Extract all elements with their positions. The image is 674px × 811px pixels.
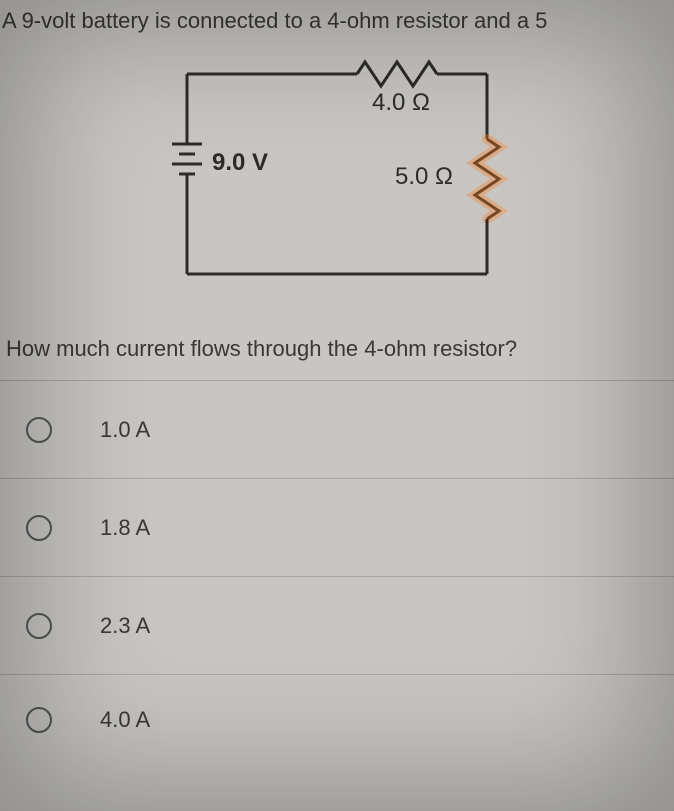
option-row[interactable]: 1.8 A xyxy=(0,478,674,576)
r2-label: 5.0 Ω xyxy=(395,163,453,190)
option-row[interactable]: 4.0 A xyxy=(0,674,674,764)
r1-label: 4.0 Ω xyxy=(372,89,430,116)
circuit-diagram: 4.0 Ω 5.0 Ω 9.0 V xyxy=(0,34,674,314)
radio-icon[interactable] xyxy=(26,417,52,443)
voltage-label: 9.0 V xyxy=(212,149,268,176)
option-label: 2.3 A xyxy=(100,613,150,639)
option-label: 4.0 A xyxy=(100,707,150,733)
radio-icon[interactable] xyxy=(26,613,52,639)
option-label: 1.0 A xyxy=(100,417,150,443)
option-row[interactable]: 2.3 A xyxy=(0,576,674,674)
option-label: 1.8 A xyxy=(100,515,150,541)
option-row[interactable]: 1.0 A xyxy=(0,380,674,478)
radio-icon[interactable] xyxy=(26,515,52,541)
answer-options: 1.0 A 1.8 A 2.3 A 4.0 A xyxy=(0,380,674,764)
prompt-text: How much current flows through the 4-ohm… xyxy=(0,314,674,380)
radio-icon[interactable] xyxy=(26,707,52,733)
question-text: A 9-volt battery is connected to a 4-ohm… xyxy=(0,0,674,34)
